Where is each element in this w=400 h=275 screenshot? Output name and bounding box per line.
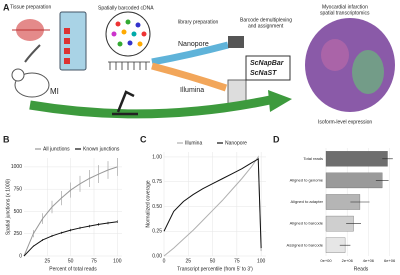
arrow-nanopore xyxy=(151,41,229,66)
panel-label: B xyxy=(3,134,10,144)
y-axis-label: Spatial junctions (x 1000) xyxy=(5,179,11,235)
panel-label: A xyxy=(3,2,10,12)
spots xyxy=(64,28,70,64)
x-tick-label: 2e+06 xyxy=(342,258,354,263)
y-tick-label: 0.50 xyxy=(152,204,162,210)
label: and assignment xyxy=(248,23,284,29)
legend-label: Illumina xyxy=(185,140,202,146)
tissue-region xyxy=(352,50,384,94)
y-tick-label: 1.00 xyxy=(152,154,162,160)
y-tick-label: 750 xyxy=(14,187,23,193)
y-tick-label: 0 xyxy=(19,253,22,259)
x-axis-label: Transcript percentile (from 5' to 3') xyxy=(177,266,253,272)
mouse xyxy=(14,72,50,98)
y-tick-label: Total reads xyxy=(303,156,323,161)
x-tick-label: 100 xyxy=(113,258,122,264)
microscope xyxy=(112,90,138,116)
beads xyxy=(111,19,147,47)
y-axis-label: Normalized coverage xyxy=(145,180,151,227)
y-tick-label: 500 xyxy=(14,209,23,215)
x-tick-label: 50 xyxy=(210,258,216,264)
label: Isoform-level expression xyxy=(318,119,372,125)
label: Tissue preparation xyxy=(10,4,51,10)
illumina-device xyxy=(227,79,247,105)
arrow xyxy=(24,44,41,63)
y-tick-label: Aligned to barcode xyxy=(290,221,324,226)
label: Barcode demultiplexing xyxy=(240,17,292,23)
x-tick-label: 0 xyxy=(163,258,166,264)
y-tick-label: Aligned to adapter xyxy=(291,199,324,204)
y-tick-label: 0.25 xyxy=(152,229,162,235)
label: Illumina xyxy=(180,87,204,94)
plot-area xyxy=(24,158,122,256)
tool-name: ScNaST xyxy=(250,70,277,77)
x-tick-label: 50 xyxy=(68,258,74,264)
x-axis-label: Percent of total reads xyxy=(49,266,97,272)
tissue-region xyxy=(321,39,349,71)
mouse-head xyxy=(11,68,25,82)
label: Nanopore xyxy=(178,41,209,48)
label: Spatially barcoded cDNA xyxy=(98,5,154,11)
y-tick-label: 250 xyxy=(14,231,23,237)
x-tick-label: 75 xyxy=(91,258,97,264)
bar xyxy=(325,151,388,167)
tool-name: ScNapBar xyxy=(250,60,285,67)
panel-label: C xyxy=(140,134,147,144)
panel-label: D xyxy=(273,134,280,144)
x-tick-label: 0e+00 xyxy=(320,258,332,263)
y-tick-label: 0.00 xyxy=(152,253,162,259)
x-tick-label: 25 xyxy=(45,258,51,264)
capture-probes xyxy=(108,61,150,70)
nanopore-device xyxy=(228,36,244,48)
legend-label: Known junctions xyxy=(83,146,120,152)
x-tick-label: 25 xyxy=(186,258,192,264)
bar xyxy=(325,172,383,189)
label: library preparation xyxy=(178,19,219,25)
x-tick-label: 75 xyxy=(234,258,240,264)
y-tick-label: 0.75 xyxy=(152,179,162,185)
arrowhead xyxy=(268,90,292,112)
arrow-illumina xyxy=(151,62,228,92)
x-tick-label: 6e+06 xyxy=(384,258,396,263)
x-tick-label: 4e+06 xyxy=(363,258,375,263)
legend-label: All junctions xyxy=(43,146,70,152)
series-line xyxy=(163,158,262,249)
label: spatial transcriptomics xyxy=(320,10,370,16)
legend-label: Nanopore xyxy=(225,140,247,146)
panel-a: A Tissue preparation MI Spatially barcod… xyxy=(3,2,395,125)
label: MI xyxy=(50,87,59,96)
x-axis-label: Reads xyxy=(354,266,369,272)
y-tick-label: Aligned to genome xyxy=(290,177,324,182)
label: Myocardial infarction xyxy=(322,4,368,10)
series-line xyxy=(163,155,262,257)
arrow-main xyxy=(29,95,271,119)
tool-box xyxy=(245,55,291,81)
y-tick-label: Assigned to barcode xyxy=(287,242,324,247)
y-tick-label: 1000 xyxy=(11,164,22,170)
slide xyxy=(59,11,87,71)
x-tick-label: 100 xyxy=(257,258,266,264)
